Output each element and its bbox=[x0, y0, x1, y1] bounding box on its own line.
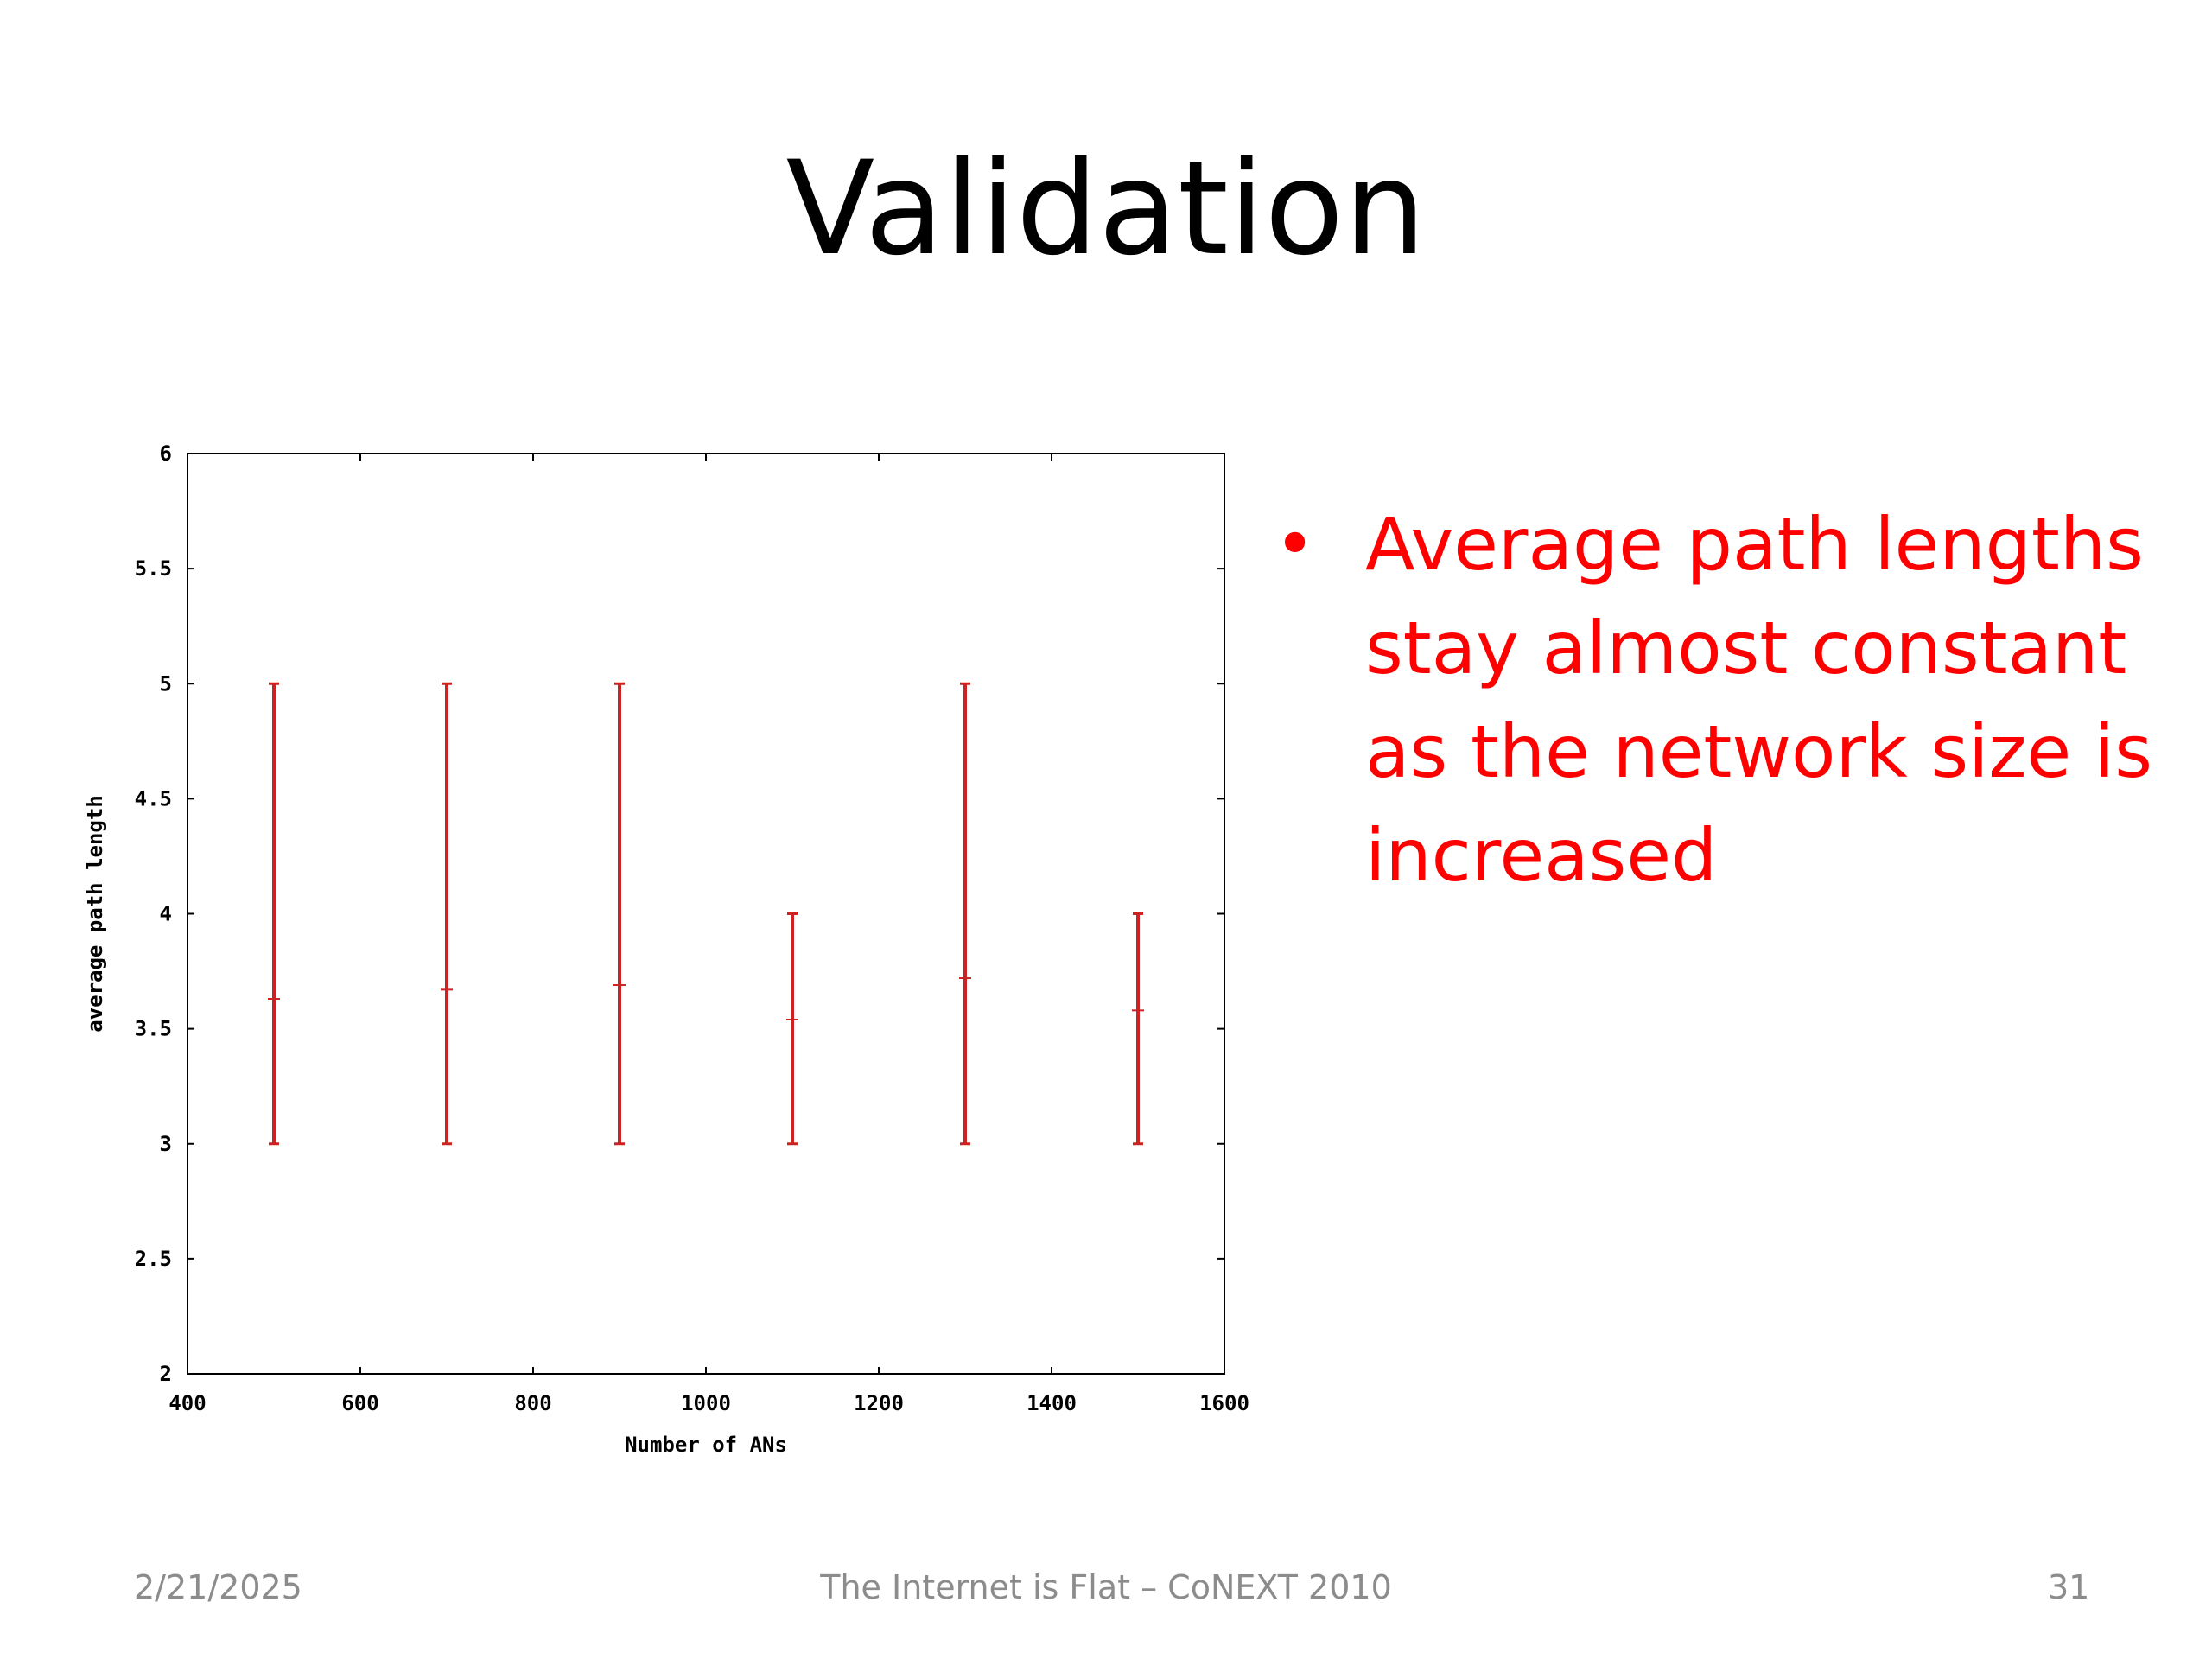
x-axis-label: Number of ANs bbox=[625, 1433, 787, 1457]
bullet-text: Average path lengths stay almost constan… bbox=[1365, 502, 2152, 898]
y-tick-label: 4 bbox=[160, 902, 172, 926]
y-tick-label: 4.5 bbox=[135, 786, 172, 810]
y-axis-label: average path length bbox=[83, 795, 107, 1033]
plot-frame bbox=[187, 453, 1225, 1375]
x-tick-label: 1600 bbox=[1199, 1391, 1249, 1415]
slide-title: Validation bbox=[785, 134, 1427, 284]
x-tick-label: 600 bbox=[341, 1391, 378, 1415]
y-tick-label: 5 bbox=[160, 671, 172, 696]
y-tick-label: 5.5 bbox=[135, 556, 172, 581]
error-bar-chart: 400 600 800 1000 1200 1400 1600 2 2.5 3 3.5 4 4.5 5 5.… bbox=[83, 442, 1249, 1457]
footer-title: The Internet is Flat – CoNEXT 2010 bbox=[820, 1568, 1392, 1606]
chart-container: 400 600 800 1000 1200 1400 1600 2 2.5 3 3.5 4 4.5 5 5.… bbox=[69, 436, 1279, 1491]
x-tick-label: 1200 bbox=[854, 1391, 904, 1415]
footer-date: 2/21/2025 bbox=[134, 1568, 302, 1606]
y-tick-label: 2.5 bbox=[135, 1247, 172, 1271]
y-tick-label: 3.5 bbox=[135, 1017, 172, 1041]
bullet-marker: • bbox=[1274, 504, 1316, 584]
slide-number: 31 bbox=[2048, 1568, 2090, 1606]
y-tick-label: 3 bbox=[160, 1132, 172, 1156]
x-tick-label: 1400 bbox=[1027, 1391, 1077, 1415]
x-tick-label: 800 bbox=[514, 1391, 551, 1415]
y-tick-label: 2 bbox=[160, 1362, 172, 1386]
x-tick-label: 1000 bbox=[681, 1391, 731, 1415]
x-tick-label: 400 bbox=[168, 1391, 206, 1415]
y-tick-label: 6 bbox=[160, 442, 172, 466]
